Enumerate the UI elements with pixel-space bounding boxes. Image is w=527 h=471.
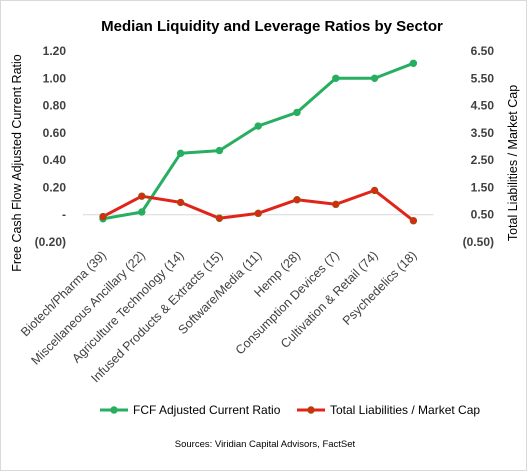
data-point <box>215 214 224 222</box>
data-point <box>138 208 146 216</box>
series-layer <box>99 59 418 225</box>
category-labels: Biotech/Pharma (39)Miscellaneous Ancilla… <box>18 248 419 385</box>
left-tick-label: 0.60 <box>43 126 67 140</box>
right-tick-label: (0.50) <box>463 235 494 249</box>
legend: FCF Adjusted Current Ratio Total Liabilit… <box>100 403 480 417</box>
data-point <box>99 212 107 221</box>
left-tick-label: 1.20 <box>43 44 67 58</box>
data-point <box>293 108 301 117</box>
right-axis-ticks: 6.50 5.50 4.50 3.50 2.50 1.50 0.50 (0.50) <box>463 44 495 249</box>
left-tick-label: (0.20) <box>35 235 66 249</box>
category-label: Psychedelics (18) <box>340 248 420 328</box>
data-point <box>138 192 146 200</box>
left-tick-label: 0.80 <box>43 99 67 113</box>
legend-label: Total Liabilities / Market Cap <box>330 403 480 417</box>
right-tick-label: 3.50 <box>471 126 495 140</box>
data-point <box>176 149 185 158</box>
left-tick-label: 0.20 <box>43 180 67 194</box>
data-point <box>332 74 340 82</box>
data-point <box>370 74 379 82</box>
left-axis-label: Free Cash Flow Adjusted Current Ratio <box>10 54 24 272</box>
data-point <box>254 209 262 218</box>
source-note: Sources: Viridian Capital Advisors, Fact… <box>175 439 356 450</box>
right-axis-label: Total Liabilities / Market Cap <box>506 85 520 241</box>
right-tick-label: 1.50 <box>471 180 495 194</box>
chart-title: Median Liquidity and Leverage Ratios by … <box>101 18 443 35</box>
data-point <box>370 186 379 195</box>
legend-swatch-marker <box>110 406 118 414</box>
data-point <box>176 198 185 207</box>
right-tick-label: 6.50 <box>471 44 495 58</box>
right-tick-label: 0.50 <box>471 208 495 222</box>
right-tick-label: 2.50 <box>471 153 495 167</box>
data-point <box>293 196 301 204</box>
legend-swatch-marker <box>307 406 315 414</box>
right-tick-label: 5.50 <box>471 71 495 85</box>
data-point <box>215 146 224 155</box>
data-point <box>409 59 418 67</box>
legend-label: FCF Adjusted Current Ratio <box>133 403 281 417</box>
left-axis-ticks: 1.20 1.00 0.80 0.60 0.40 0.20 - (0.20) <box>35 44 67 249</box>
left-tick-label: - <box>62 208 66 222</box>
series-line <box>102 61 414 221</box>
right-tick-label: 4.50 <box>471 99 495 113</box>
left-tick-label: 0.40 <box>43 153 67 167</box>
data-point <box>254 122 262 130</box>
left-tick-label: 1.00 <box>43 71 67 85</box>
data-point <box>332 200 340 209</box>
data-point <box>409 217 418 225</box>
